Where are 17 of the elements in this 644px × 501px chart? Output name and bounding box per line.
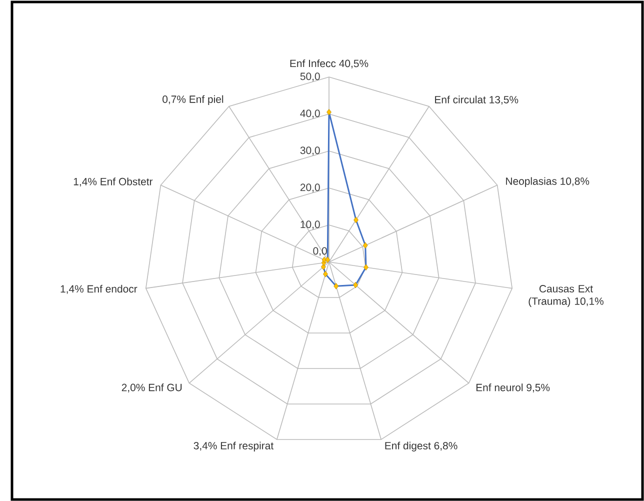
spoke-label: Enf Infecc 40,5% — [290, 60, 368, 68]
spoke-label: Enf neurol 9,5% — [476, 384, 550, 392]
y-tick-label: 0,0 — [313, 247, 327, 256]
y-tick-label: 30,0 — [300, 146, 320, 156]
spoke-label: 0,7% Enf piel — [162, 95, 224, 106]
spoke-label: 2,0% Enf GU — [122, 384, 182, 392]
y-tick-label: 20,0 — [300, 184, 320, 192]
spoke-label: Enf digest 6,8% — [385, 442, 458, 452]
spoke-label: Neoplasias 10,8% — [506, 177, 590, 187]
spoke-label: 1,4% Enf Obstetr — [74, 178, 153, 187]
y-tick-label: 50,0 — [300, 72, 320, 82]
spoke-label: 1,4% Enf endocr — [60, 284, 138, 294]
spoke-label: 3,4% Enf respirat — [194, 442, 274, 452]
spoke-label: Enf circulat 13,5% — [435, 96, 518, 105]
y-tick-label: 10,0 — [300, 220, 320, 230]
y-tick-label: 40,0 — [300, 110, 320, 118]
spoke-label: Causas Ext (Trauma) 10,1% — [528, 285, 604, 307]
